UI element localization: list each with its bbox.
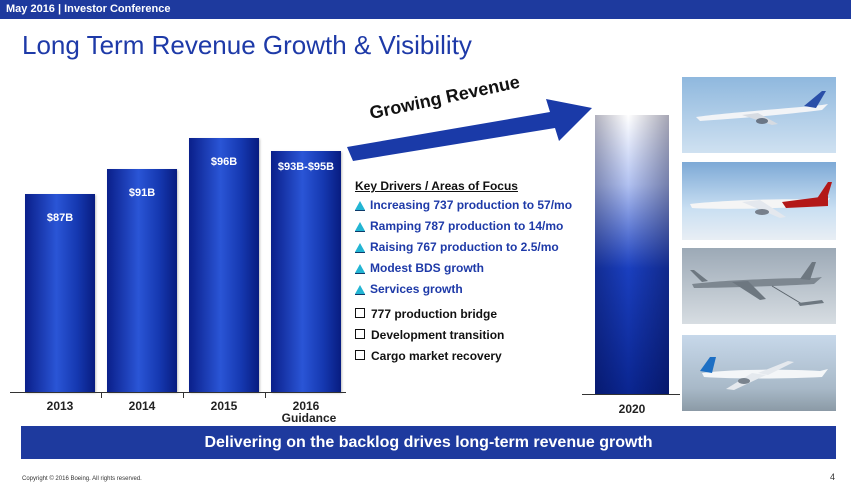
other-driver-item: 777 production bridge [355,307,497,321]
aircraft-photo-787 [682,335,836,411]
growth-driver-item: Services growth [355,282,463,296]
other-driver-label: 777 production bridge [371,307,498,321]
growth-driver-label: Modest BDS growth [370,261,484,275]
bar-2014: $91B [107,169,177,392]
bar-value-label: $87B [46,212,74,224]
projection-year-label: 2020 [618,402,646,416]
x-tick-label: 2015 [210,399,238,413]
page-title: Long Term Revenue Growth & Visibility [22,30,472,60]
other-driver-item: Development transition [355,328,504,342]
x-tick-label: 2014 [128,399,156,413]
bar-2013: $87B [25,194,95,392]
growing-revenue-arrow [347,99,592,161]
x-tick-sublabel: Guidance [281,411,337,425]
triangle-bullet-icon [355,264,365,274]
x-tick [265,392,266,398]
triangle-bullet-icon [355,243,365,253]
bar-2015: $96B [189,138,259,392]
other-driver-label: Development transition [371,328,505,342]
x-tick-label: 2013 [46,399,74,413]
growth-driver-label: Increasing 737 production to 57/mo [370,198,573,212]
conference-label: May 2016 | Investor Conference [6,3,171,15]
aircraft-photo-737 [682,77,836,153]
header-bar: May 2016 | Investor Conference [0,0,851,19]
other-driver-item: Cargo market recovery [355,349,502,363]
growth-driver-item: Raising 767 production to 2.5/mo [355,240,559,254]
growth-driver-item: Ramping 787 production to 14/mo [355,219,563,233]
other-driver-label: Cargo market recovery [371,349,502,363]
bar-value-label: $91B [128,187,156,199]
x-tick [101,392,102,398]
bar-value-label: $96B [210,156,238,168]
message-banner: Delivering on the backlog drives long-te… [21,426,836,459]
growth-driver-item: Increasing 737 production to 57/mo [355,198,572,212]
growth-driver-label: Raising 767 production to 2.5/mo [370,240,559,254]
triangle-bullet-icon [355,285,365,295]
square-bullet-icon [355,329,365,339]
square-bullet-icon [355,308,365,318]
copyright-notice: Copyright © 2016 Boeing. All rights rese… [22,476,142,482]
bar-2016: $93B-$95B [271,151,341,392]
drivers-title: Key Drivers / Areas of Focus [355,179,518,193]
banner-text: Delivering on the backlog drives long-te… [204,434,653,451]
triangle-bullet-icon [355,222,365,232]
growth-driver-label: Services growth [370,282,463,296]
page-number: 4 [830,472,836,482]
projection-baseline [582,394,680,395]
aircraft-photo-777x [682,162,836,240]
aircraft-photo-kc46 [682,248,836,324]
square-bullet-icon [355,350,365,360]
growth-driver-label: Ramping 787 production to 14/mo [370,219,564,233]
x-tick-label: 2016 [292,399,320,413]
bar-value-label: $93B-$95B [277,161,335,173]
triangle-bullet-icon [355,201,365,211]
growth-driver-item: Modest BDS growth [355,261,484,275]
projected-bar-2020 [595,115,669,394]
chart-baseline [10,392,346,393]
x-tick [183,392,184,398]
